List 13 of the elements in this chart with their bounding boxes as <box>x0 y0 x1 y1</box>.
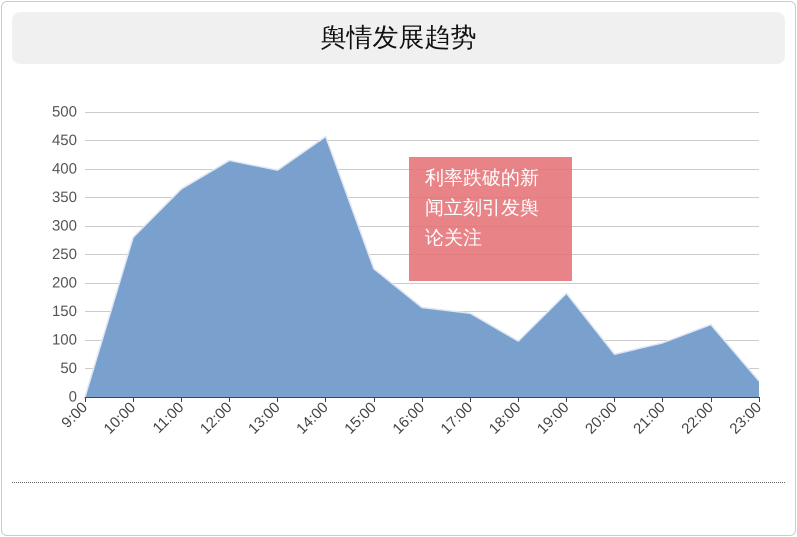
y-tick-label: 350 <box>52 189 77 206</box>
callout-box: 利率跌破的新闻立刻引发舆论关注 <box>409 157 572 281</box>
y-tick-label: 450 <box>52 132 77 149</box>
y-tick-label: 250 <box>52 246 77 263</box>
y-tick-label: 200 <box>52 274 77 292</box>
y-tick-label: 500 <box>52 104 77 120</box>
y-tick-label: 400 <box>52 160 77 178</box>
y-tick-label: 50 <box>60 360 77 377</box>
y-tick-label: 0 <box>68 388 77 406</box>
y-tick-label: 150 <box>52 303 77 320</box>
chart-title: 舆情发展趋势 <box>12 12 785 64</box>
y-tick-label: 100 <box>52 332 77 348</box>
y-tick-label: 300 <box>52 218 77 234</box>
